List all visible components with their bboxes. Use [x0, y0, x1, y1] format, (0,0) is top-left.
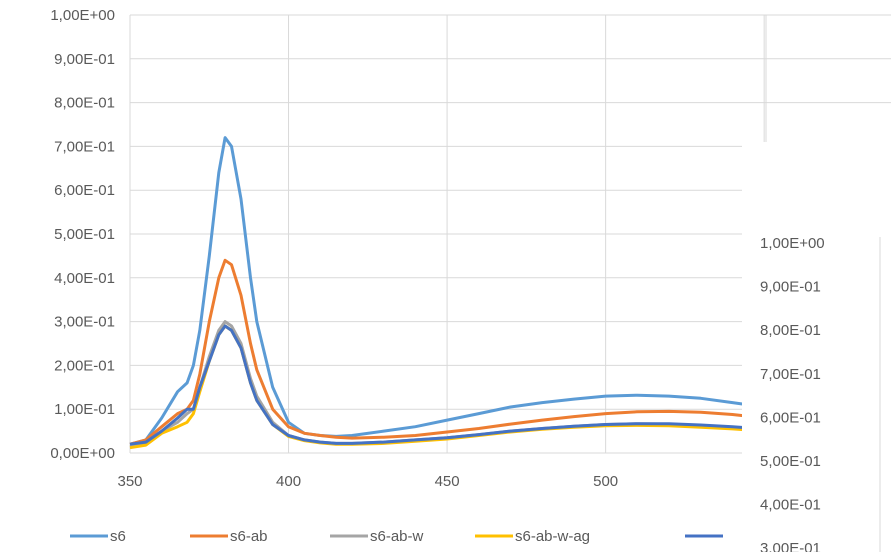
- inset-y-tick-label: 4,00E-01: [760, 497, 821, 514]
- x-tick-label: 500: [593, 473, 618, 490]
- y-tick-label: 1,00E-01: [54, 401, 115, 418]
- y-tick-label: 0,00E+00: [50, 445, 115, 462]
- series-lines: [129, 136, 891, 450]
- y-tick-label: 6,00E-01: [54, 182, 115, 199]
- inset-y-tick-label: 7,00E-01: [760, 366, 821, 383]
- inset-y-tick-label: 9,00E-01: [760, 279, 821, 296]
- legend-label: s6: [110, 528, 126, 545]
- y-tick-label: 1,00E+00: [50, 7, 115, 24]
- y-tick-label: 7,00E-01: [54, 138, 115, 155]
- x-tick-label: 350: [117, 473, 142, 490]
- inset-y-tick-label: 5,00E-01: [760, 453, 821, 470]
- inset-y-tick-label: 1,00E+00: [760, 235, 825, 252]
- x-tick-labels: 350400450500550: [117, 473, 776, 490]
- legend-label: s6-ab-w: [370, 528, 424, 545]
- y-tick-label: 3,00E-01: [54, 314, 115, 331]
- inset-chart: 1,00E+00 9,00E-01 8,00E-01 7,00E-01 6,00E-01…: [760, 235, 881, 552]
- y-tick-label: 2,00E-01: [54, 357, 115, 374]
- y-tick-labels: 0,00E+00 1,00E-01 2,00E-01 3,00E-01 4,00E-01…: [50, 7, 115, 462]
- y-tick-label: 5,00E-01: [54, 226, 115, 243]
- y-tick-label: 8,00E-01: [54, 95, 115, 112]
- series-line: [129, 258, 891, 446]
- inset-chart-panel: [742, 142, 891, 552]
- legend-label: s6-ab: [230, 528, 268, 545]
- inset-y-tick-label: 8,00E-01: [760, 322, 821, 339]
- x-tick-label: 400: [276, 473, 301, 490]
- series-line: [129, 324, 891, 446]
- y-tick-label: 4,00E-01: [54, 270, 115, 287]
- y-tick-label: 9,00E-01: [54, 51, 115, 68]
- gridlines: [129, 14, 891, 453]
- inset-y-tick-label: 3,00E-01: [760, 540, 821, 552]
- legend-label: s6-ab-w-ag: [515, 528, 590, 545]
- inset-y-tick-label: 6,00E-01: [760, 409, 821, 426]
- x-tick-label: 450: [435, 473, 460, 490]
- legend: s6 s6-ab s6-ab-w s6-ab-w-ag: [70, 528, 723, 545]
